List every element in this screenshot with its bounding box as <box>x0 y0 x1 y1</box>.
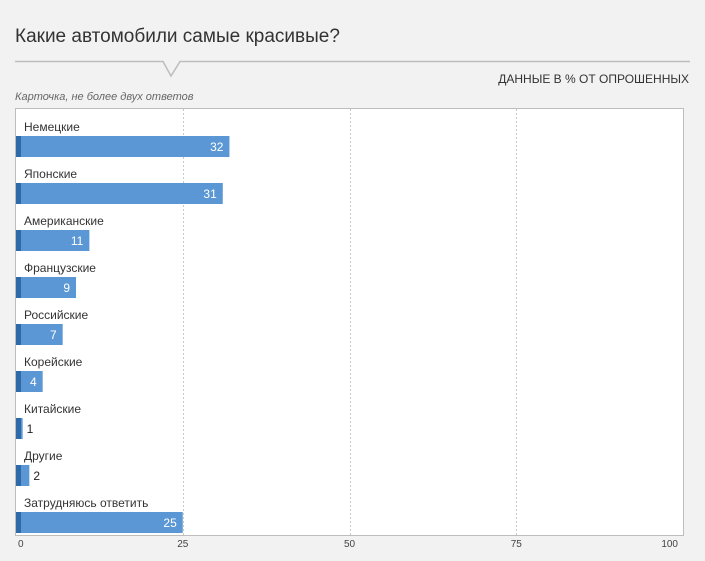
value-label: 9 <box>63 281 70 295</box>
bar <box>16 512 183 533</box>
bar-accent <box>16 136 21 157</box>
category-label: Затрудняюсь ответить <box>24 496 148 510</box>
category-label: Японские <box>24 167 77 181</box>
category-label: Американские <box>24 214 104 228</box>
bar-accent <box>16 277 21 298</box>
bar-accent <box>16 465 21 486</box>
category-label: Корейские <box>24 355 83 369</box>
category-label: Китайские <box>24 402 81 416</box>
chart-subtitle: Карточка, не более двух ответов <box>15 91 194 103</box>
value-label: 2 <box>33 469 40 483</box>
bar-accent <box>16 230 21 251</box>
bar-accent <box>16 512 21 533</box>
value-label: 31 <box>203 187 217 201</box>
category-label: Другие <box>24 449 63 463</box>
bar <box>16 136 230 157</box>
units-note: ДАННЫЕ В % ОТ ОПРОШЕННЫХ <box>498 72 689 86</box>
value-label: 25 <box>163 516 177 530</box>
value-label: 11 <box>71 234 84 248</box>
category-label: Немецкие <box>24 120 80 134</box>
bar-accent <box>16 183 21 204</box>
value-label: 32 <box>210 140 224 154</box>
value-label: 1 <box>27 422 34 436</box>
value-label: 7 <box>50 328 57 342</box>
x-tick-label: 50 <box>344 539 356 550</box>
category-label: Российские <box>24 308 89 322</box>
category-label: Французские <box>24 261 96 275</box>
x-tick-label: 100 <box>661 539 678 550</box>
bar-accent <box>16 324 21 345</box>
bar-accent <box>16 371 21 392</box>
bar <box>16 277 77 298</box>
x-tick-label: 75 <box>511 539 523 550</box>
x-tick-label: 0 <box>18 539 24 550</box>
plot-area <box>15 108 684 536</box>
bar <box>16 230 90 251</box>
bar-accent <box>16 418 21 439</box>
header-divider <box>15 60 690 78</box>
x-tick-label: 25 <box>177 539 189 550</box>
bar <box>16 183 223 204</box>
value-label: 4 <box>30 375 37 389</box>
chart-title: Какие автомобили самые красивые? <box>15 26 340 47</box>
bar <box>16 324 63 345</box>
bar <box>16 371 43 392</box>
